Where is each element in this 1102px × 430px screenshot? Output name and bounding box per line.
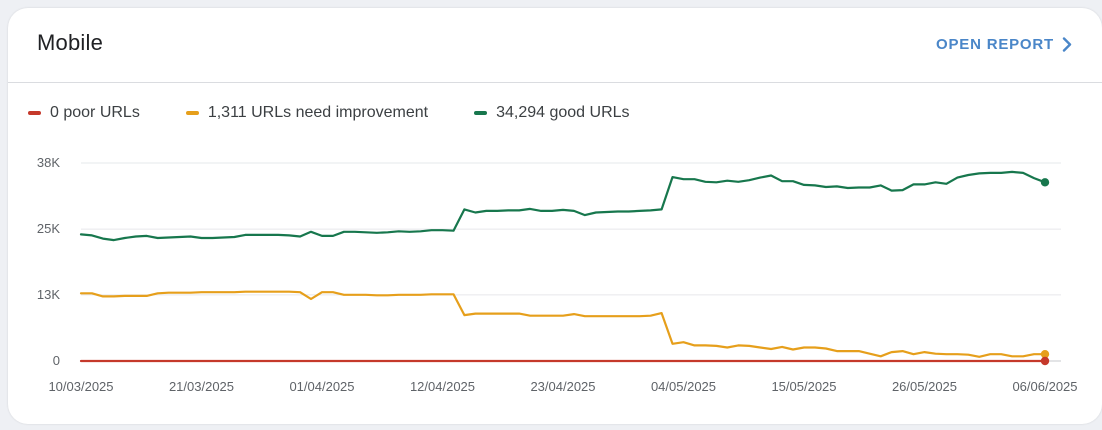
legend-label-poor: 0 poor URLs <box>50 104 140 121</box>
series-line-good-urls <box>79 170 1047 242</box>
x-tick-label: 12/04/2025 <box>410 379 475 394</box>
x-tick-label: 04/05/2025 <box>651 379 716 394</box>
series-end-point-poor-urls <box>1040 356 1050 366</box>
x-tick-label: 10/03/2025 <box>48 379 113 394</box>
y-tick-label: 25K <box>37 221 60 236</box>
legend-swatch-need-improvement <box>185 111 199 115</box>
y-tick-label: 0 <box>53 353 60 368</box>
series-end-point-good-urls <box>1040 178 1050 187</box>
legend-swatch-good <box>474 111 488 115</box>
x-tick-label: 15/05/2025 <box>771 379 836 394</box>
x-tick-label: 26/05/2025 <box>892 379 957 394</box>
y-tick-label: 13K <box>37 287 60 302</box>
legend-item-need-improvement[interactable]: 1,311 URLs need improvement <box>185 104 429 122</box>
legend-label-need-improvement: 1,311 URLs need improvement <box>207 104 429 121</box>
y-tick-label: 38K <box>37 155 60 170</box>
x-tick-label: 21/03/2025 <box>169 379 234 394</box>
x-tick-label: 06/06/2025 <box>1012 379 1077 394</box>
x-tick-label: 01/04/2025 <box>289 379 354 394</box>
legend-swatch-poor <box>28 111 41 115</box>
card-title: Mobile <box>37 30 104 55</box>
x-tick-label: 23/04/2025 <box>530 379 595 394</box>
report-card: Mobile OPEN REPORT 0 poor URLs 1,311 URL… <box>8 8 1102 424</box>
series-end-point-urls-need-improvement <box>1040 349 1050 359</box>
legend-item-poor[interactable]: 0 poor URLs <box>28 104 140 122</box>
line-chart: 0 13K 25K 38K 10/03/2025 21/03/2025 01/04/2025… <box>37 155 1078 394</box>
series-line-urls-need-improvement <box>79 290 1047 358</box>
chart-legend: 0 poor URLs 1,311 URLs need improvement … <box>28 104 676 122</box>
chevron-right-icon <box>1062 37 1072 52</box>
legend-item-good[interactable]: 34,294 good URLs <box>474 104 630 122</box>
card-header: Mobile OPEN REPORT <box>8 8 1102 83</box>
legend-label-good: 34,294 good URLs <box>496 104 630 121</box>
open-report-link[interactable]: OPEN REPORT <box>936 36 1072 53</box>
open-report-label: OPEN REPORT <box>936 36 1054 53</box>
